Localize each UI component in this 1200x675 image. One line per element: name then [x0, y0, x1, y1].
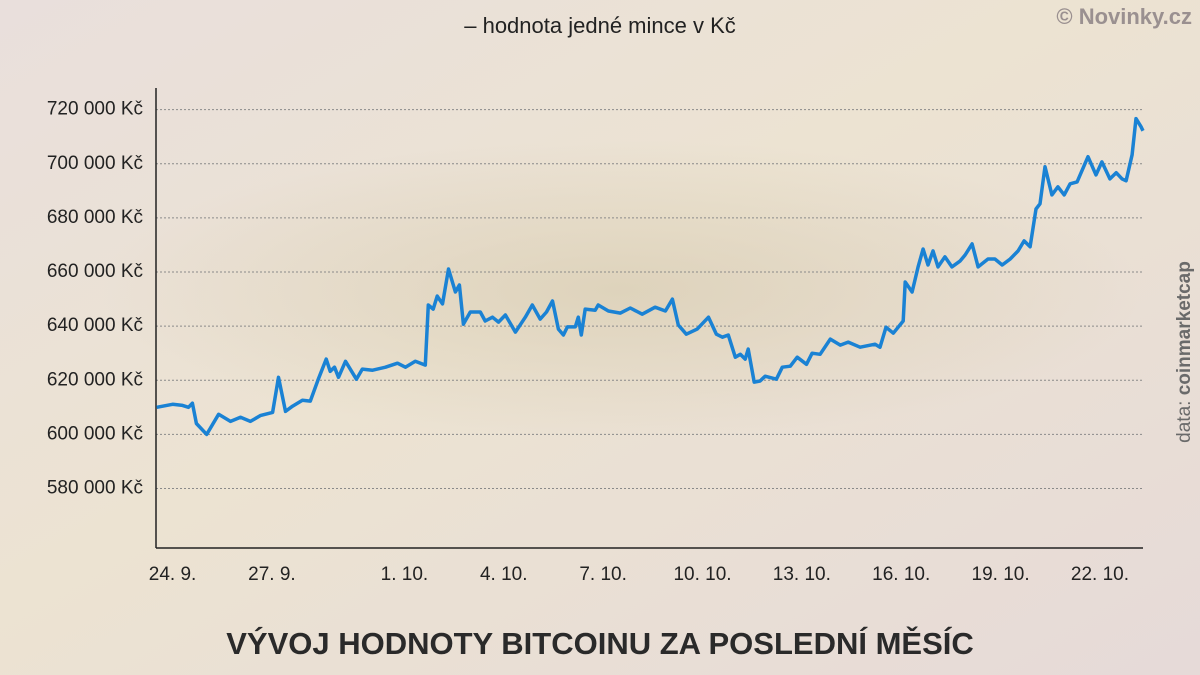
subtitle: – hodnota jedné mince v Kč: [464, 13, 736, 38]
x-tick-label: 4. 10.: [480, 564, 528, 585]
x-tick-label: 19. 10.: [972, 564, 1030, 585]
source-label: data:: [1174, 401, 1195, 443]
y-tick-label: 640 000 Kč: [47, 315, 143, 336]
y-tick-label: 700 000 Kč: [47, 153, 143, 174]
y-tick-label: 580 000 Kč: [47, 477, 143, 498]
y-tick-label: 660 000 Kč: [47, 261, 143, 282]
x-tick-label: 16. 10.: [872, 564, 930, 585]
credit: © Novinky.cz: [1056, 4, 1192, 29]
x-tick-label: 24. 9.: [149, 564, 197, 585]
x-tick-label: 22. 10.: [1071, 564, 1129, 585]
source: coinmarketcap: [1174, 261, 1195, 395]
data-line: [156, 116, 1145, 437]
x-tick-label: 1. 10.: [381, 564, 429, 585]
y-tick-label: 600 000 Kč: [47, 423, 143, 444]
x-tick-label: 27. 9.: [248, 564, 296, 585]
plot-area: 580 000 Kč 600 000 Kč 620 000 Kč 640 000 Kč…: [47, 88, 1145, 585]
background-decor: [100, 140, 1140, 440]
x-tick-label: 7. 10.: [579, 564, 627, 585]
x-tick-label: 13. 10.: [773, 564, 831, 585]
source-note: data: coinmarketcap: [1174, 261, 1195, 443]
y-tick-label: 620 000 Kč: [47, 369, 143, 390]
y-tick-label: 720 000 Kč: [47, 99, 143, 120]
x-tick-label: 10. 10.: [673, 564, 731, 585]
y-tick-label: 680 000 Kč: [47, 207, 143, 228]
chart-title: VÝVOJ HODNOTY BITCOINU ZA POSLEDNÍ MĚSÍC: [226, 625, 974, 661]
